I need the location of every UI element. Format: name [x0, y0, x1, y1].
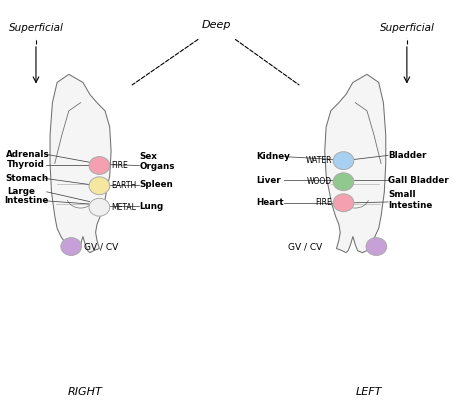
Circle shape: [89, 177, 109, 195]
Text: Adrenals: Adrenals: [6, 150, 49, 159]
Text: RIGHT: RIGHT: [68, 388, 103, 397]
Text: WATER: WATER: [305, 156, 332, 165]
Text: LEFT: LEFT: [356, 388, 383, 397]
Text: Gall Bladder: Gall Bladder: [388, 176, 449, 185]
Text: Thyroid: Thyroid: [6, 160, 44, 169]
Text: Spleen: Spleen: [139, 180, 173, 189]
Circle shape: [89, 157, 109, 174]
Text: Kidney: Kidney: [256, 152, 291, 161]
Text: GV / CV: GV / CV: [288, 242, 322, 251]
Text: Intestine: Intestine: [5, 196, 49, 205]
Text: WOOD: WOOD: [307, 177, 332, 186]
Text: FIRE: FIRE: [315, 198, 332, 207]
Text: Deep: Deep: [202, 20, 231, 30]
Text: Stomach: Stomach: [6, 174, 48, 183]
Text: GV / CV: GV / CV: [84, 242, 118, 251]
Circle shape: [333, 152, 354, 170]
Text: Heart: Heart: [256, 198, 284, 207]
Text: Small
Intestine: Small Intestine: [388, 190, 432, 210]
Text: Liver: Liver: [256, 176, 281, 185]
Circle shape: [61, 237, 82, 255]
Text: Sex
Organs: Sex Organs: [139, 152, 175, 171]
Text: Lung: Lung: [139, 202, 164, 211]
Text: Bladder: Bladder: [388, 151, 427, 160]
Circle shape: [333, 173, 354, 191]
Text: Large: Large: [7, 187, 35, 196]
Text: Superficial: Superficial: [9, 23, 64, 33]
Circle shape: [89, 198, 109, 216]
Text: METAL: METAL: [111, 203, 136, 212]
Text: FIRE: FIRE: [111, 161, 128, 170]
Text: Superficial: Superficial: [380, 23, 434, 33]
PathPatch shape: [50, 74, 111, 253]
Circle shape: [333, 194, 354, 212]
PathPatch shape: [325, 74, 386, 253]
Circle shape: [366, 237, 387, 255]
Text: EARTH: EARTH: [111, 181, 137, 190]
